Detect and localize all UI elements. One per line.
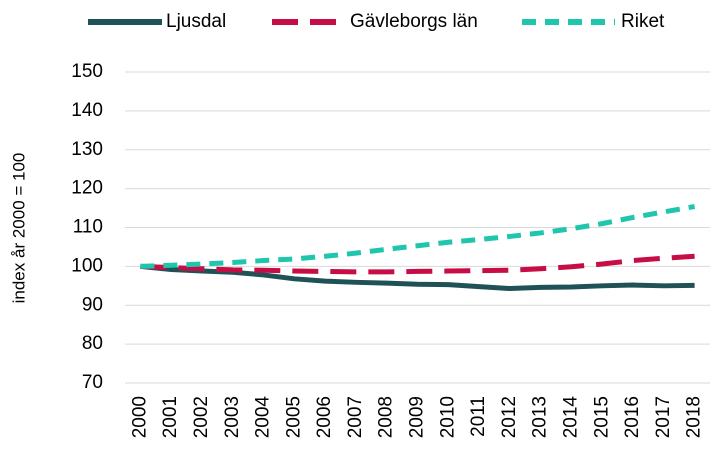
y-tick-label: 90 <box>82 294 103 315</box>
x-tick-label: 2014 <box>560 396 581 439</box>
legend-label: Gävleborgs län <box>350 11 478 32</box>
line-series <box>140 253 695 275</box>
x-tick-label: 2018 <box>684 396 705 438</box>
y-tick-label: 150 <box>71 61 103 82</box>
x-tick-label: 2010 <box>437 396 458 438</box>
line-series <box>140 204 696 269</box>
x-tick-label: 2003 <box>222 396 243 438</box>
x-tick-label: 2006 <box>314 396 335 438</box>
y-axis-title: index år 2000 = 100 <box>9 153 28 304</box>
x-tick-label: 2016 <box>622 396 643 438</box>
x-tick-label: 2013 <box>530 396 551 438</box>
y-tick-label: 110 <box>73 217 103 238</box>
y-tick-label: 120 <box>71 178 103 199</box>
x-tick-label: 2008 <box>376 396 397 438</box>
x-tick-label: 2009 <box>407 396 428 438</box>
x-tick-label: 2012 <box>499 396 520 438</box>
y-tick-label: 130 <box>71 139 103 160</box>
legend-label: Riket <box>621 11 665 32</box>
x-tick-label: 2001 <box>160 396 181 438</box>
y-tick-label: 140 <box>71 100 103 121</box>
x-tick-label: 2005 <box>283 396 304 438</box>
x-tick-label: 2004 <box>253 396 274 439</box>
x-tick-label: 2015 <box>591 396 612 438</box>
x-tick-label: 2000 <box>129 396 150 438</box>
x-tick-label: 2002 <box>191 396 212 438</box>
x-tick-label: 2011 <box>468 396 489 437</box>
y-tick-label: 100 <box>71 255 103 276</box>
x-tick-label: 2017 <box>653 396 674 438</box>
legend-label: Ljusdal <box>166 11 226 32</box>
x-tick-label: 2007 <box>345 396 366 438</box>
y-tick-label: 80 <box>82 333 103 354</box>
y-tick-label: 70 <box>82 372 103 393</box>
